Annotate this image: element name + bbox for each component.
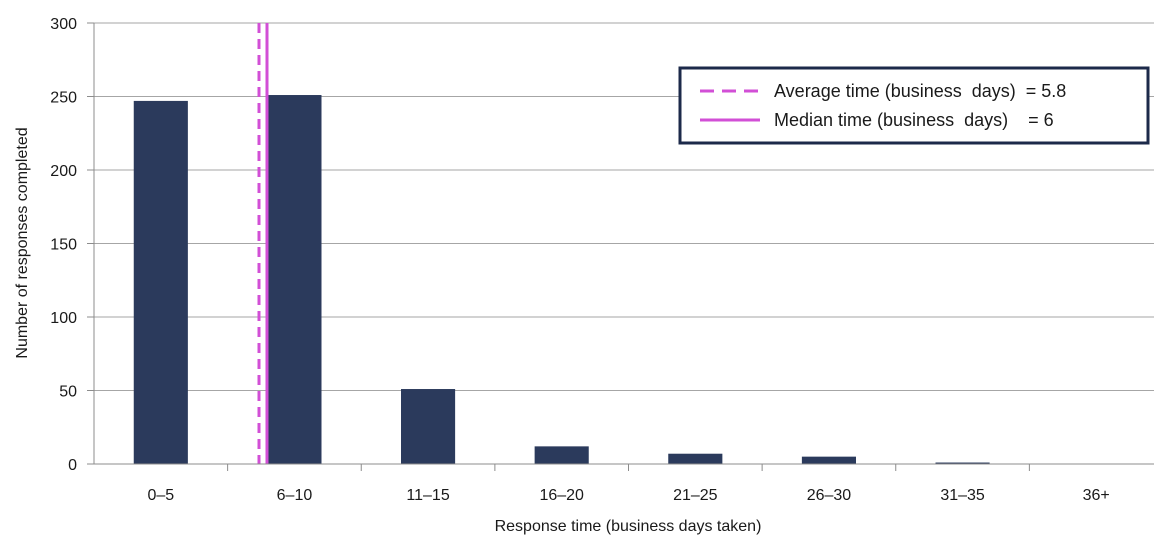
x-tick-label: 16–20 (539, 487, 584, 504)
bar (801, 456, 856, 464)
bar (935, 462, 990, 464)
x-tick-label: 11–15 (406, 487, 449, 504)
y-tick-label: 100 (50, 310, 77, 327)
x-tick-label: 36+ (1083, 487, 1110, 504)
reference-lines (257, 23, 269, 464)
bar (267, 95, 322, 464)
bar (534, 446, 589, 464)
y-tick-label: 0 (68, 457, 77, 474)
legend-label-average: Average time (business days) = 5.8 (774, 81, 1066, 101)
y-tick-label: 150 (50, 237, 77, 254)
y-tick-label: 300 (50, 16, 77, 33)
x-tick-label: 0–5 (147, 487, 174, 504)
y-axis-ticks: 0 50 100 150 200 250 300 (50, 16, 77, 474)
bar (133, 100, 188, 464)
x-tick-label: 31–35 (940, 487, 985, 504)
y-tick-label: 200 (50, 163, 77, 180)
legend: Average time (business days) = 5.8 Media… (678, 66, 1150, 145)
x-axis-title: Response time (business days taken) (495, 518, 762, 535)
x-tick-label: 26–30 (807, 487, 852, 504)
x-tick-label: 21–25 (673, 487, 718, 504)
legend-label-median: Median time (business days) = 6 (774, 110, 1054, 130)
x-axis-ticks: 0–5 6–10 11–15 16–20 21–25 26–30 31–35 36+ (147, 487, 1109, 504)
bars (133, 95, 990, 464)
bar (401, 389, 456, 464)
y-tick-label: 250 (50, 90, 77, 107)
bar (668, 453, 723, 464)
legend-box (678, 66, 1150, 145)
y-axis-title: Number of responses completed (14, 127, 31, 358)
x-tick-label: 6–10 (277, 487, 313, 504)
axes (87, 22, 1154, 471)
y-tick-label: 50 (59, 384, 77, 401)
